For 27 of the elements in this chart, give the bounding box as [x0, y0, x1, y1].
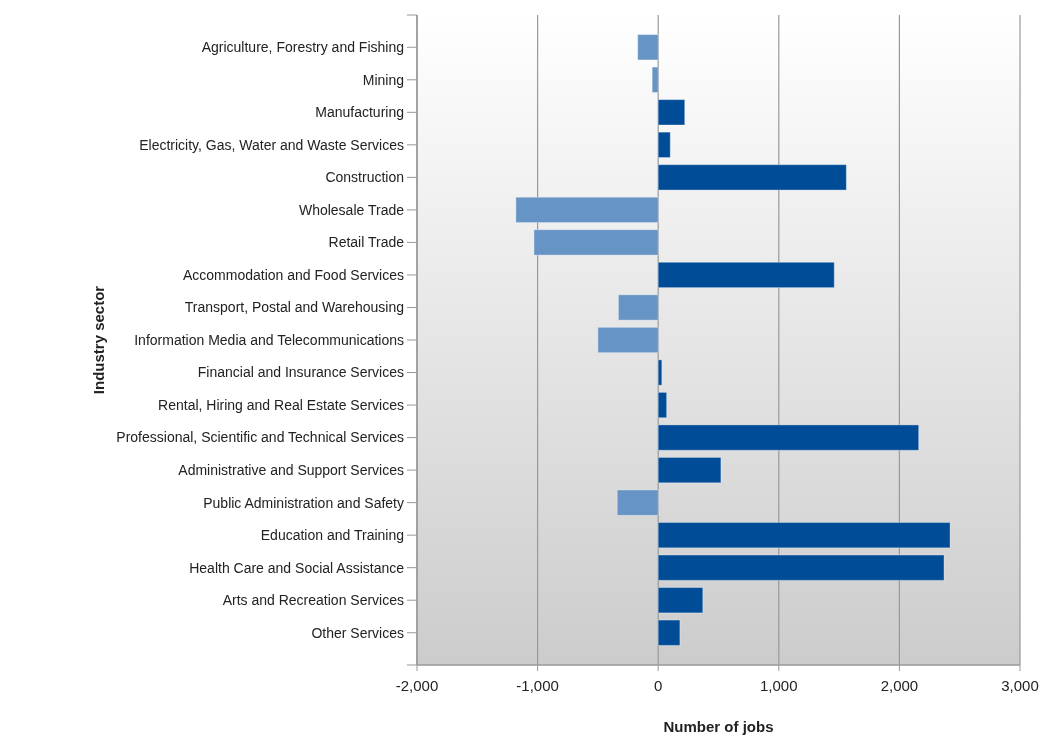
- y-tick-label: Electricity, Gas, Water and Waste Services: [139, 136, 404, 153]
- y-tick-label: Administrative and Support Services: [178, 462, 404, 479]
- x-tick-label: 3,000: [1001, 677, 1039, 694]
- y-tick-label: Accommodation and Food Services: [183, 266, 404, 283]
- y-tick-label: Retail Trade: [328, 234, 405, 251]
- y-tick-label: Construction: [325, 169, 404, 186]
- y-tick-label: Health Care and Social Assistance: [189, 559, 405, 576]
- y-tick-label: Mining: [362, 71, 404, 88]
- y-axis-title: Industry sector: [90, 285, 107, 395]
- y-tick-label: Manufacturing: [315, 104, 404, 121]
- x-tick-label: 2,000: [880, 677, 919, 694]
- x-tick-label: 1,000: [760, 677, 798, 694]
- x-axis-title: Number of jobs: [663, 718, 774, 735]
- y-tick-label: Transport, Postal and Warehousing: [184, 299, 404, 316]
- y-tick-label: Education and Training: [260, 527, 404, 544]
- y-tick-label: Financial and Insurance Services: [197, 364, 404, 381]
- y-tick-label: Wholesale Trade: [298, 201, 405, 218]
- y-tick-label: Rental, Hiring and Real Estate Services: [158, 396, 404, 413]
- x-tick-label: -1,000: [516, 677, 559, 694]
- y-tick-label: Agriculture, Forestry and Fishing: [201, 39, 404, 56]
- y-tick-label: Public Administration and Safety: [203, 494, 404, 511]
- x-tick-label: -2,000: [395, 677, 439, 694]
- y-tick-label: Arts and Recreation Services: [222, 592, 404, 609]
- y-tick-label: Professional, Scientific and Technical Services: [116, 429, 404, 446]
- x-tick-label: 0: [654, 677, 663, 694]
- y-tick-label: Information Media and Telecommunications: [134, 331, 404, 348]
- y-tick-label: Other Services: [311, 624, 404, 641]
